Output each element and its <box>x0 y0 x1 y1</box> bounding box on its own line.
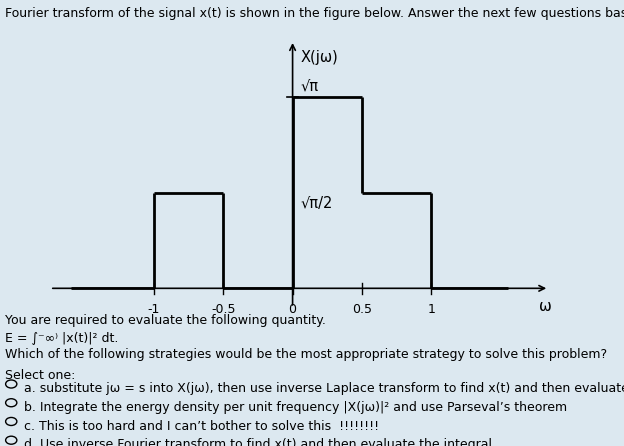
Text: You are required to evaluate the following quantity.: You are required to evaluate the followi… <box>5 314 326 327</box>
Text: Which of the following strategies would be the most appropriate strategy to solv: Which of the following strategies would … <box>5 348 607 361</box>
Text: X(jω): X(jω) <box>301 50 339 65</box>
Text: 0.5: 0.5 <box>352 303 372 316</box>
Text: 1: 1 <box>427 303 435 316</box>
Text: -0.5: -0.5 <box>211 303 235 316</box>
Text: -1: -1 <box>148 303 160 316</box>
Text: ω: ω <box>539 299 552 314</box>
Text: 0: 0 <box>288 303 296 316</box>
Text: Select one:: Select one: <box>5 369 76 382</box>
Text: c. This is too hard and I can’t bother to solve this  !!!!!!!!: c. This is too hard and I can’t bother t… <box>24 420 379 433</box>
Text: √π/2: √π/2 <box>301 196 333 211</box>
Text: √π: √π <box>301 79 319 94</box>
Text: d. Use inverse Fourier transform to find x(t) and then evaluate the integral: d. Use inverse Fourier transform to find… <box>24 438 492 446</box>
Text: E = ∫⁻∞⁾ |x(t)|² dt.: E = ∫⁻∞⁾ |x(t)|² dt. <box>5 331 119 344</box>
Text: Fourier transform of the signal x(t) is shown in the figure below. Answer the ne: Fourier transform of the signal x(t) is … <box>5 7 624 20</box>
Text: b. Integrate the energy density per unit frequency |X(jω)|² and use Parseval’s t: b. Integrate the energy density per unit… <box>24 401 567 414</box>
Text: a. substitute jω = s into X(jω), then use inverse Laplace transform to find x(t): a. substitute jω = s into X(jω), then us… <box>24 382 624 395</box>
